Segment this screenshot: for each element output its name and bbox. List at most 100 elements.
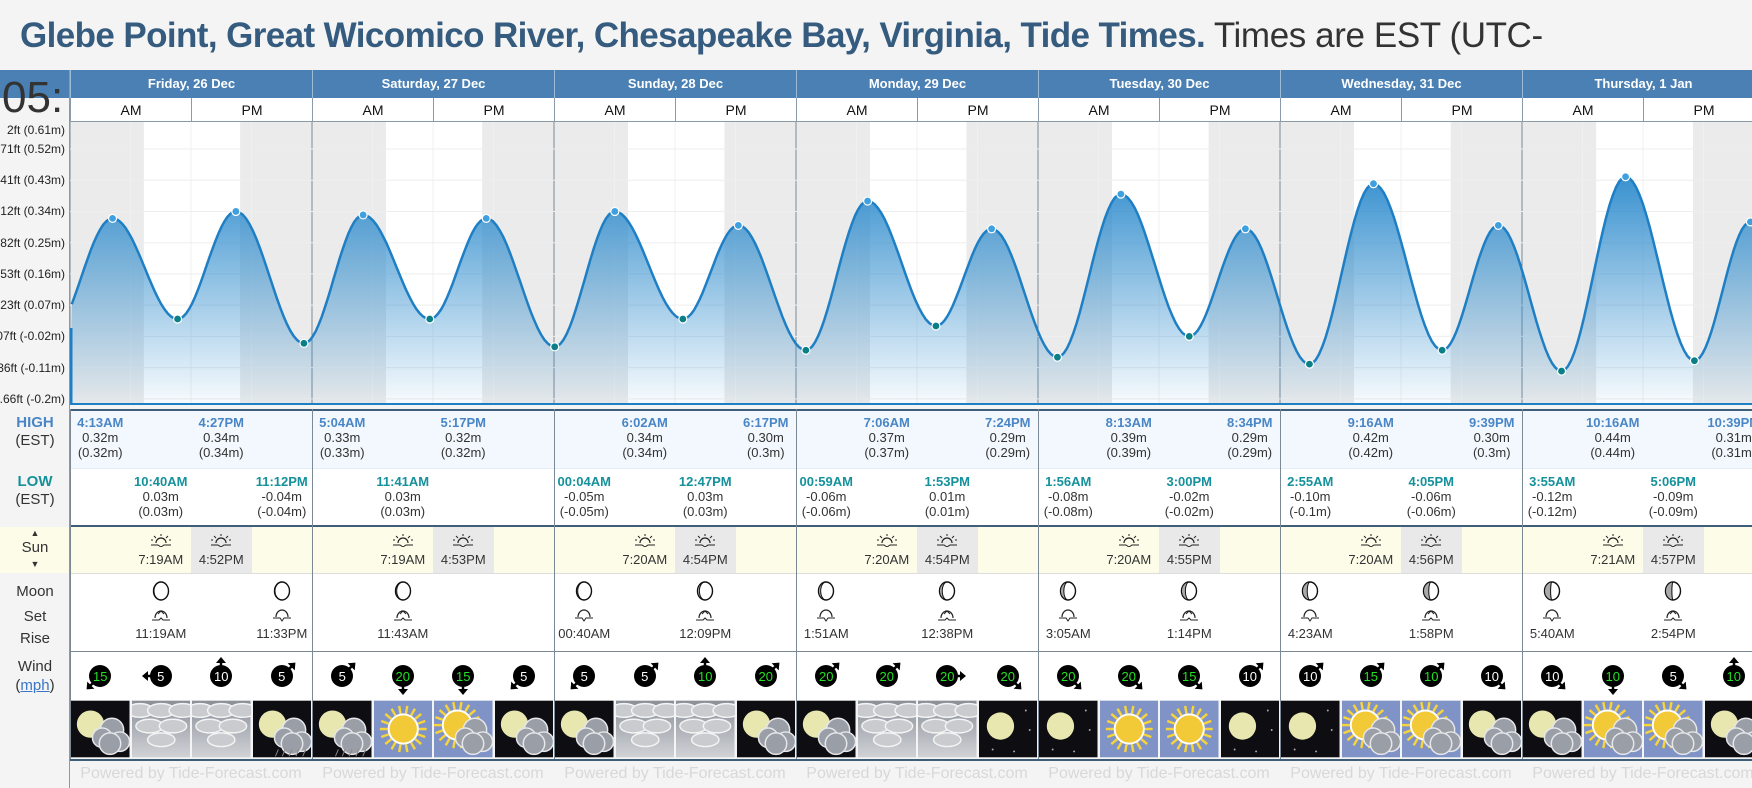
high-tide-height: 0.37m <box>868 430 905 445</box>
powered-by-footer[interactable]: Powered by Tide-Forecast.com <box>564 765 786 782</box>
am-label: AM <box>554 98 675 122</box>
high-tide-height: 0.34m <box>203 430 240 445</box>
low-tide-height: 0.03m <box>687 489 724 504</box>
am-label: AM <box>1038 98 1159 122</box>
wind-cell: 5 <box>252 656 313 696</box>
wind-direction-icon <box>391 665 414 695</box>
sunrise-icon <box>1118 534 1139 548</box>
day-divider <box>312 409 313 759</box>
high-tide-cell: 5:04AM 0.33m (0.33m) <box>312 415 373 460</box>
powered-by-footer[interactable]: Powered by Tide-Forecast.com <box>80 765 302 782</box>
moonset-icon <box>575 609 594 622</box>
high-tide-height-alt: (0.3m) <box>1472 445 1511 460</box>
high-tide-height-alt: (0.32m) <box>77 445 123 460</box>
high-tide-time: 6:17PM <box>742 415 789 430</box>
sunrise-cell: 7:20AM <box>1099 527 1160 573</box>
high-tide-point <box>1368 179 1379 189</box>
wind-direction-icon <box>875 662 901 687</box>
high-tide-time: 7:06AM <box>863 415 910 430</box>
sunrise-time: 7:20AM <box>1348 552 1394 567</box>
moonset-icon <box>1301 609 1320 622</box>
wind-cell: 5 <box>312 656 373 696</box>
wind-cell: 5 <box>1643 656 1704 696</box>
high-tide-height: 0.30m <box>1473 430 1510 445</box>
cloudy-icon <box>911 700 984 758</box>
wind-speed: 15 <box>93 669 108 684</box>
moon-rise-time: 11:43AM <box>377 626 429 641</box>
timezone-note: Times are EST (UTC- <box>1205 16 1543 55</box>
moonrise-icon <box>938 610 957 621</box>
low-tide-point <box>1184 331 1194 341</box>
wind-unit-link[interactable]: mph <box>20 677 50 694</box>
moon-set-time: 11:33PM <box>256 626 308 641</box>
day-partly-cloudy-icon <box>1644 700 1704 758</box>
day-partly-cloudy-icon <box>1583 700 1643 758</box>
sunset-cell: 4:53PM <box>433 527 494 573</box>
sunset-icon <box>453 534 474 548</box>
sunrise-cell: 7:20AM <box>615 527 676 573</box>
high-tide-height: 0.44m <box>1594 430 1631 445</box>
powered-by-footer[interactable]: Powered by Tide-Forecast.com <box>1290 765 1512 782</box>
pm-label: PM <box>917 98 1038 122</box>
high-tide-height-alt: (0.32m) <box>440 445 486 460</box>
wind-direction-icon <box>1662 665 1687 690</box>
high-tide-cell: 6:17PM 0.30m (0.3m) <box>736 415 797 460</box>
weather-cell <box>124 700 197 758</box>
clock-fragment: 05: <box>2 76 64 120</box>
sunset-cell: 4:54PM <box>675 527 736 573</box>
wind-cell: 10 <box>1220 656 1281 696</box>
low-tide-point <box>1556 366 1567 376</box>
moon-row-bg <box>70 573 1752 652</box>
sunny-icon <box>1099 700 1158 758</box>
sunrise-cell: 7:19AM <box>131 527 192 573</box>
weather-cell <box>185 700 258 758</box>
sunrise-icon <box>876 534 897 548</box>
y-axis-label: -0.07ft (-0.02m) <box>0 329 65 344</box>
powered-by-footer[interactable]: Powered by Tide-Forecast.com <box>322 765 544 782</box>
high-tide-point <box>987 224 997 234</box>
wind-direction-icon <box>1420 662 1445 687</box>
low-tz-label: (EST) <box>15 491 55 508</box>
night-clear-icon <box>978 700 1037 758</box>
powered-by-footer[interactable]: Powered by Tide-Forecast.com <box>1532 765 1752 782</box>
sunset-cell: 4:54PM <box>917 527 978 573</box>
low-tide-height-alt: (-0.1m) <box>1289 504 1332 519</box>
high-tide-time: 6:02AM <box>621 415 668 430</box>
wind-cell: 15 <box>433 656 494 696</box>
wind-speed: 10 <box>214 669 229 684</box>
wind-direction-icon <box>210 657 233 687</box>
wind-cell: 20 <box>736 656 797 696</box>
day-header: Wednesday, 31 Dec <box>1280 70 1522 98</box>
sun-up-icon: ▲ <box>30 528 40 538</box>
weather-cell <box>1402 700 1462 758</box>
sunset-cell: 4:55PM <box>1159 527 1220 573</box>
powered-by-footer[interactable]: Powered by Tide-Forecast.com <box>1048 765 1270 782</box>
sun-label-bg <box>0 527 69 573</box>
high-tide-height: 0.42m <box>1352 430 1389 445</box>
low-tide-point <box>1052 352 1063 362</box>
high-tide-cell: 4:13AM 0.32m (0.32m) <box>70 415 131 460</box>
wind-speed: 20 <box>819 669 834 684</box>
low-tide-height: -0.06m <box>1411 489 1452 504</box>
wind-label: Wind <box>17 658 53 675</box>
sunrise-icon <box>150 534 171 548</box>
sunset-cell: 4:57PM <box>1643 527 1704 573</box>
wind-speed: 5 <box>157 669 165 684</box>
wind-speed: 5 <box>1669 669 1677 684</box>
powered-by-footer[interactable]: Powered by Tide-Forecast.com <box>806 765 1028 782</box>
wind-direction-icon <box>1480 665 1506 690</box>
sunrise-cell: 7:20AM <box>1341 527 1402 573</box>
day-divider <box>1280 409 1281 759</box>
moon-label: Moon <box>16 583 54 600</box>
moon-set-time: 00:40AM <box>558 626 611 641</box>
high-tide-height-alt: (0.33m) <box>319 445 365 460</box>
sunset-icon <box>211 534 232 548</box>
moon-event-cell: 5:40AM <box>1522 581 1583 641</box>
low-tide-time: 4:05PM <box>1408 474 1455 489</box>
high-tide-cell: 10:16AM 0.44m (0.44m) <box>1583 415 1644 460</box>
moonrise-icon <box>393 610 412 621</box>
moon-set-time: 5:40AM <box>1529 626 1575 641</box>
low-row-bg <box>70 468 1752 527</box>
y-axis-label: 0.53ft (0.16m) <box>0 266 65 281</box>
